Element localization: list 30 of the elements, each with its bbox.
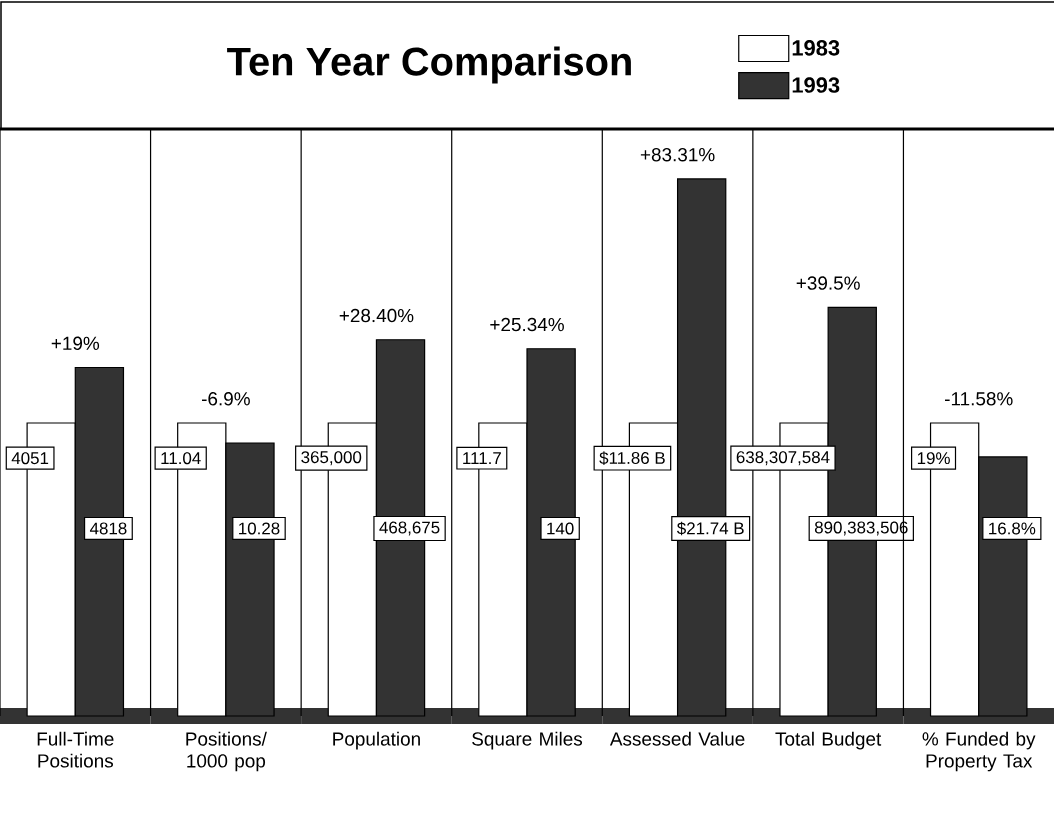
x-tick-label: Total Budget: [775, 731, 882, 750]
legend-label: 1993: [792, 77, 840, 93]
x-tick-label: Assessed Value: [609, 731, 745, 746]
data-label: 140: [547, 522, 574, 535]
data-label: 638,307,584: [736, 451, 830, 466]
data-label: 16.8%: [989, 522, 1036, 535]
annotation: -6.9%: [201, 392, 250, 406]
x-tick-label: Population: [333, 731, 420, 750]
data-label: $11.86 B: [599, 451, 665, 466]
x-tick-label: % Funded by Property Tax: [922, 731, 1036, 772]
data-label: 19%: [917, 452, 950, 465]
annotation: +19%: [51, 336, 100, 351]
annotation: +83.31%: [640, 147, 715, 162]
legend-label: 1983: [792, 40, 840, 56]
x-tick-label: Square Miles: [472, 731, 583, 750]
data-label: $21.74 B: [676, 521, 744, 536]
annotation: +39.5%: [796, 276, 860, 290]
data-label: 4818: [89, 522, 127, 535]
data-label: 111.7: [463, 452, 501, 464]
data-label: 468,675: [379, 521, 440, 536]
x-tick-label: Full-Time Positions: [37, 731, 114, 768]
annotation: +25.34%: [490, 317, 564, 332]
annotation: +28.40%: [339, 308, 414, 323]
x-tick-label: Positions/ 1000 pop: [186, 731, 267, 772]
data-label: 365,000: [301, 451, 362, 466]
annotation: -11.58%: [945, 392, 1013, 406]
data-label: 11.04: [161, 452, 201, 465]
data-label: 10.28: [239, 522, 280, 535]
data-label: 4051: [11, 452, 49, 465]
text: Ten Year Comparison: [227, 46, 631, 84]
